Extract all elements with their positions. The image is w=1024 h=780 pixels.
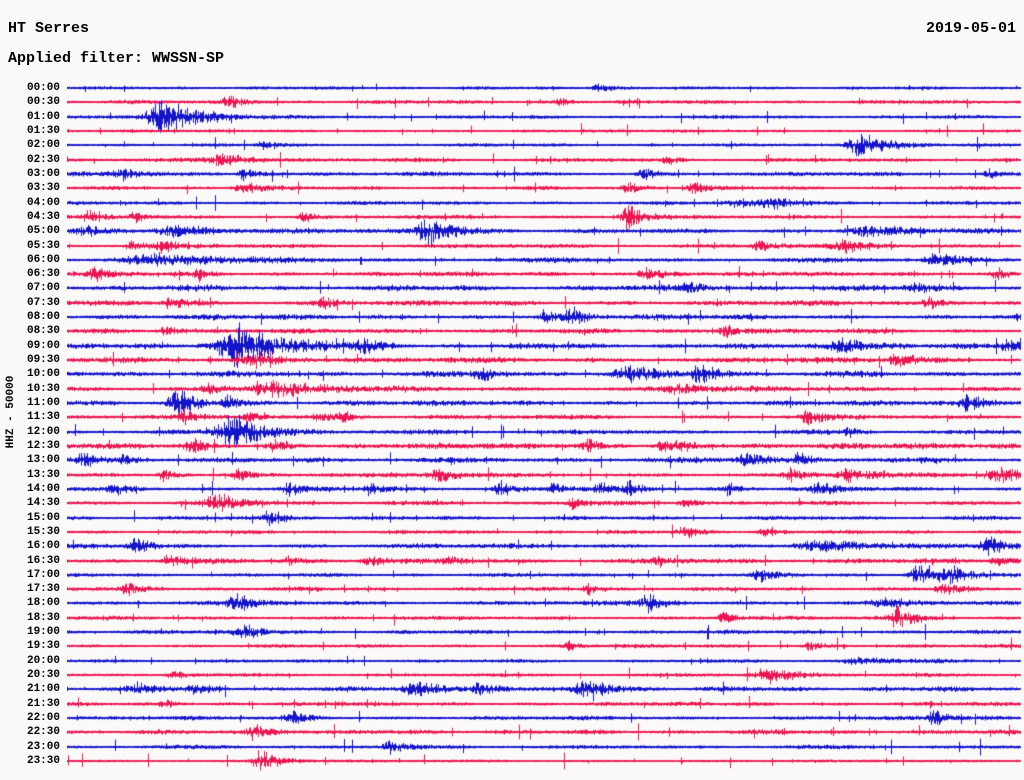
row-time-label: 05:30 <box>26 239 60 252</box>
row-time-label: 05:00 <box>26 225 60 238</box>
row-time-label: 06:00 <box>26 253 60 266</box>
row-time-label: 17:00 <box>26 568 60 581</box>
row-time-label: 09:30 <box>26 354 60 367</box>
row-time-label: 23:30 <box>26 755 60 767</box>
row-time-label: 14:00 <box>26 482 60 495</box>
applied-filter-label: Applied filter: WWSSN-SP <box>8 50 225 67</box>
row-time-label: 04:00 <box>26 196 60 209</box>
row-time-label: 22:00 <box>26 712 60 725</box>
row-time-label: 08:30 <box>26 325 60 338</box>
row-time-label: 19:00 <box>26 626 60 639</box>
station-name: HT Serres <box>8 20 90 37</box>
row-time-label: 13:30 <box>26 468 60 481</box>
row-time-label: 04:30 <box>26 210 60 223</box>
row-time-label: 18:30 <box>26 611 60 624</box>
row-time-label: 02:30 <box>26 153 60 166</box>
row-time-label: 03:00 <box>26 167 60 180</box>
row-time-label: 21:30 <box>26 697 60 710</box>
row-time-label: 00:00 <box>26 82 60 94</box>
row-time-label: 12:30 <box>26 439 60 452</box>
row-time-label: 22:30 <box>26 726 60 739</box>
row-time-label: 10:00 <box>26 368 60 381</box>
row-time-label: 20:00 <box>26 654 60 667</box>
row-time-label: 07:00 <box>26 282 60 295</box>
row-time-label: 09:00 <box>26 339 60 352</box>
row-time-label: 03:30 <box>26 182 60 195</box>
row-time-label: 12:00 <box>26 425 60 438</box>
row-time-label: 21:00 <box>26 683 60 696</box>
row-time-label: 02:00 <box>26 139 60 152</box>
row-time-label: 16:30 <box>26 554 60 567</box>
row-time-label: 15:00 <box>26 511 60 524</box>
row-time-label: 11:00 <box>26 397 60 410</box>
helicorder-traces-canvas <box>67 80 1023 775</box>
time-axis-labels: 00:00 00:30 01:00 01:30 02:00 02:30 03:00 03:30… <box>0 0 64 780</box>
plot-date: 2019-05-01 <box>925 20 1016 37</box>
row-time-label: 01:00 <box>26 110 60 123</box>
row-time-label: 14:30 <box>26 497 60 510</box>
row-time-label: 13:00 <box>26 454 60 467</box>
row-time-label: 01:30 <box>26 124 60 137</box>
row-time-label: 11:30 <box>26 411 60 424</box>
row-time-label: 20:30 <box>26 669 60 682</box>
row-time-label: 17:30 <box>26 583 60 596</box>
row-time-label: 07:30 <box>26 296 60 309</box>
row-time-label: 08:00 <box>26 311 60 324</box>
row-time-label: 18:00 <box>26 597 60 610</box>
row-time-label: 00:30 <box>26 96 60 109</box>
row-time-label: 10:30 <box>26 382 60 395</box>
row-time-label: 06:30 <box>26 268 60 281</box>
row-time-label: 23:00 <box>26 740 60 753</box>
row-time-label: 19:30 <box>26 640 60 653</box>
row-time-label: 16:00 <box>26 540 60 553</box>
row-time-label: 15:30 <box>26 525 60 538</box>
